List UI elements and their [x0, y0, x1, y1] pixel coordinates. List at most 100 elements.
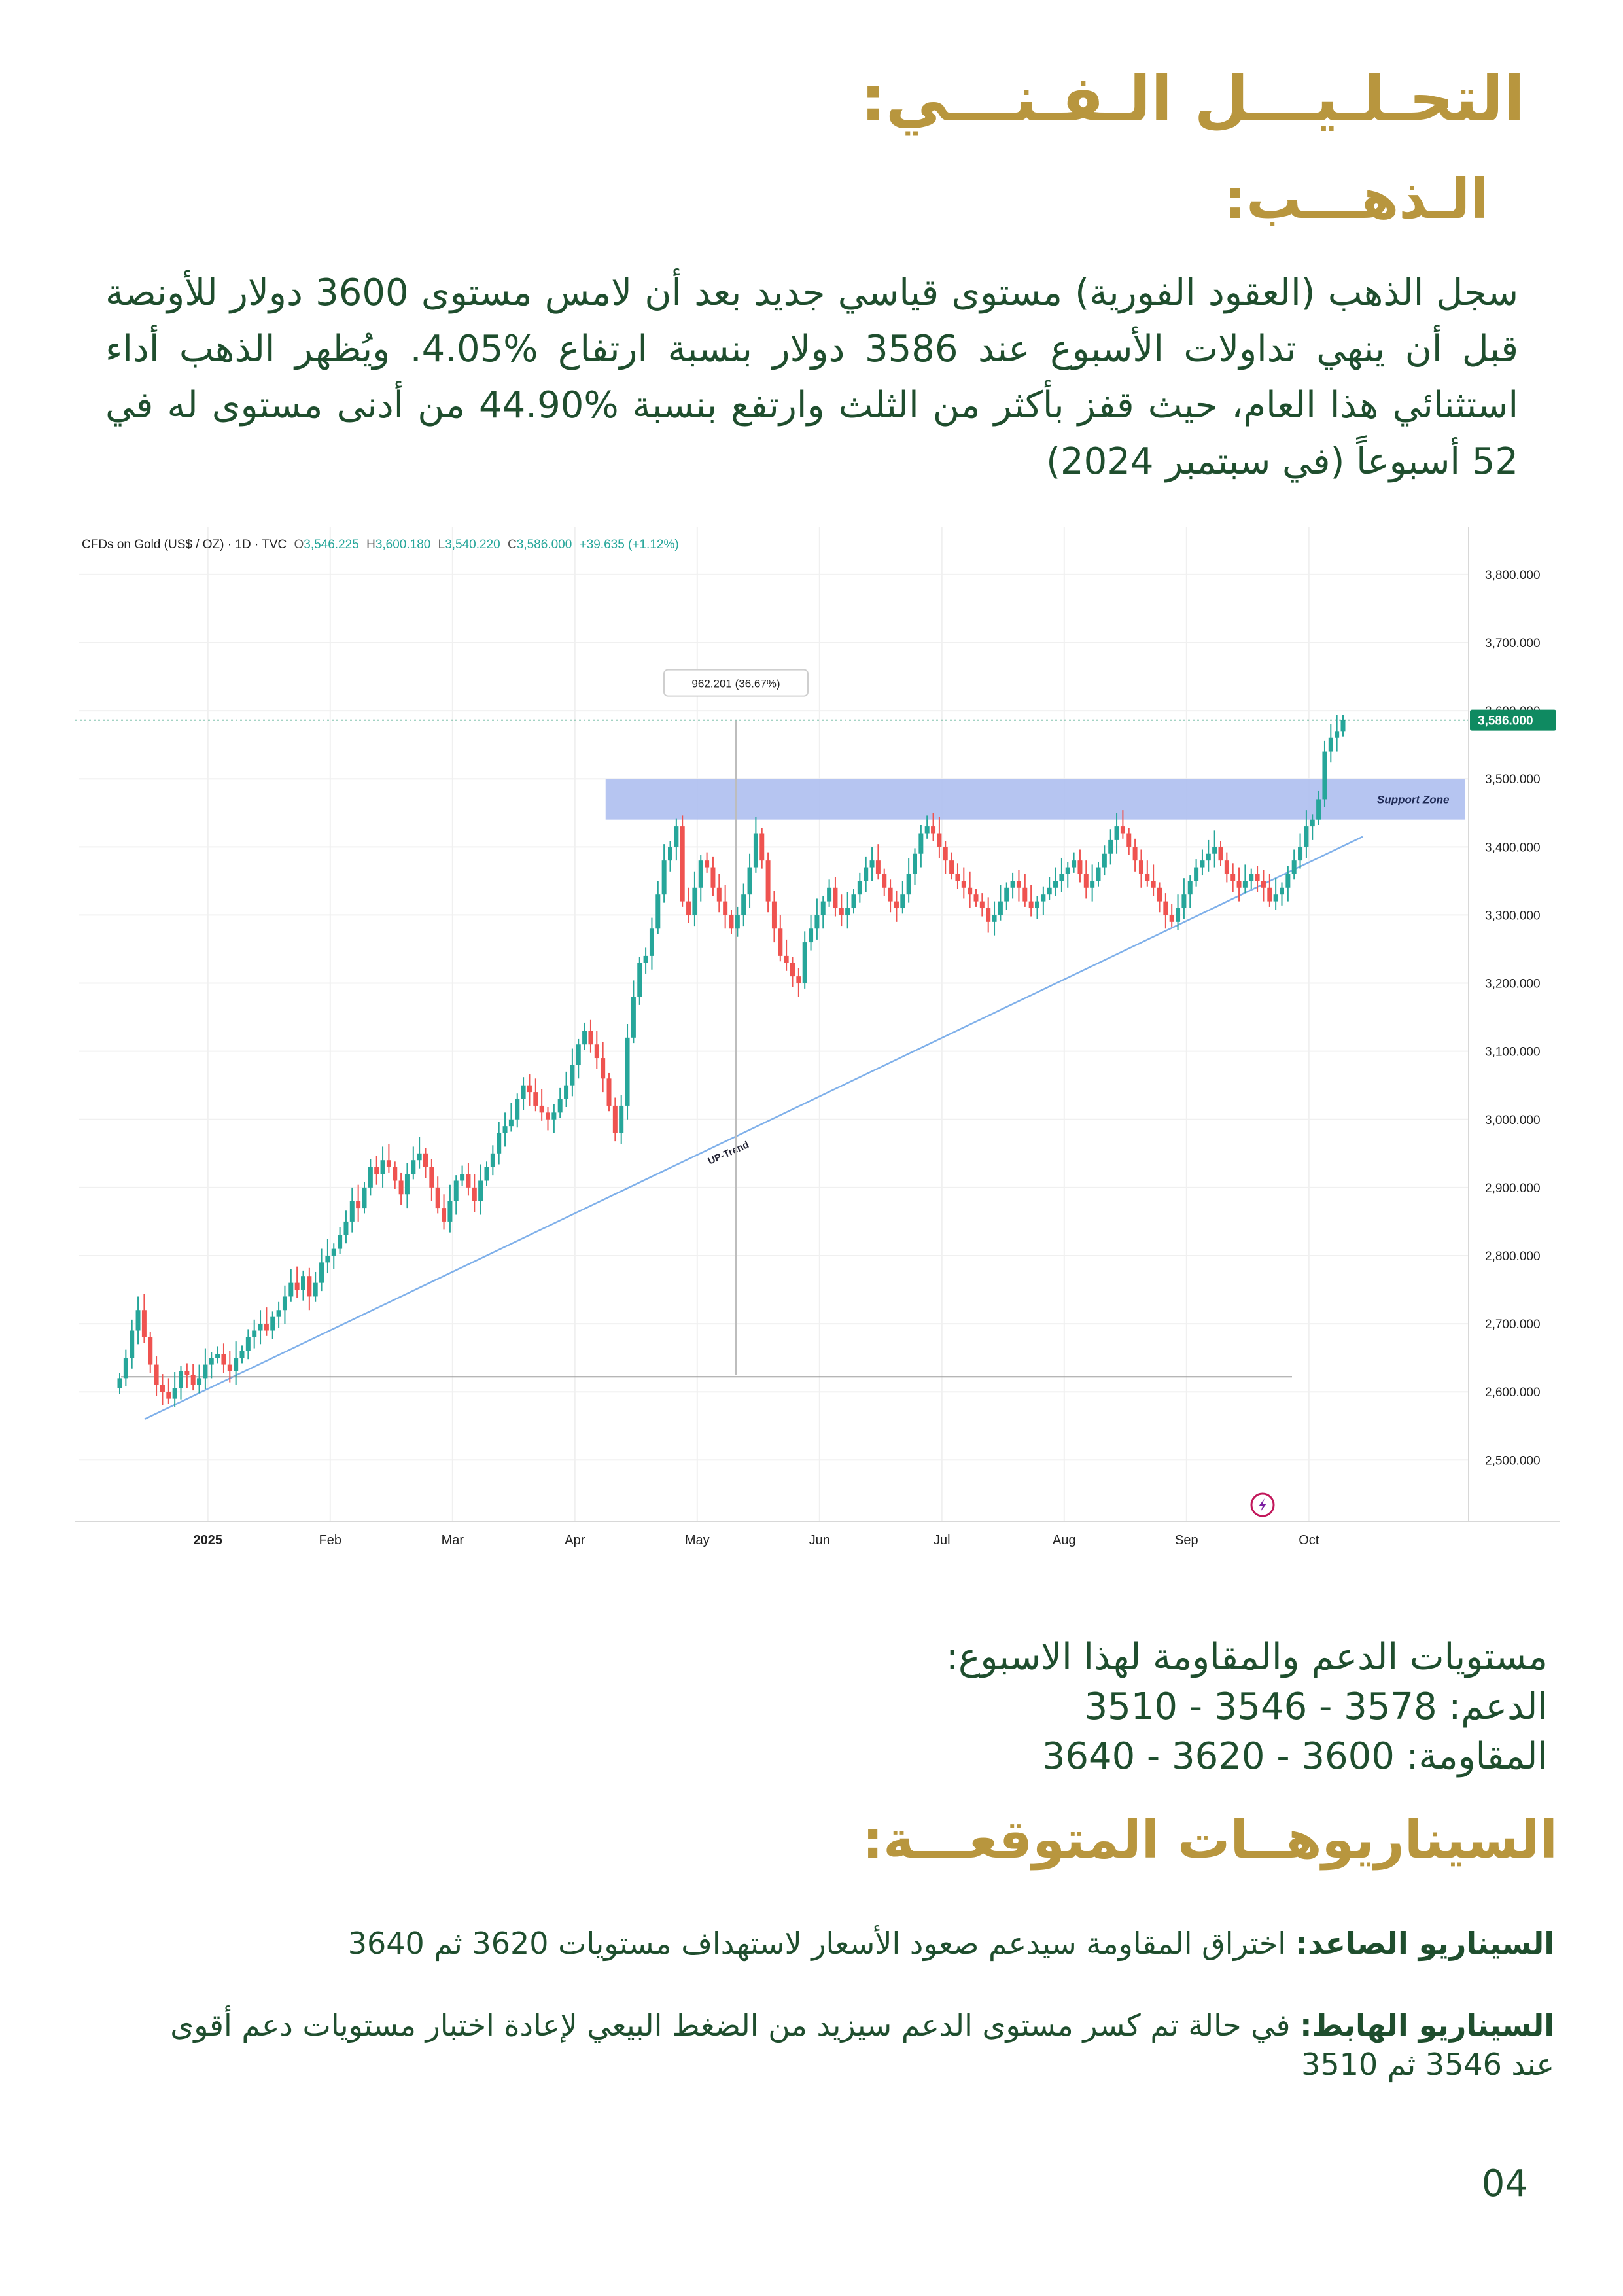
candle-body — [1077, 860, 1083, 874]
candle-body — [466, 1174, 471, 1188]
candle-body — [1224, 860, 1229, 874]
candle-body — [1163, 901, 1168, 915]
candle-body — [190, 1375, 196, 1385]
candle-body — [1072, 860, 1077, 868]
x-tick-label: Sep — [1175, 1533, 1198, 1547]
candle-body — [533, 1092, 538, 1106]
candle-body — [765, 860, 771, 902]
candle-body — [931, 826, 936, 834]
candle-body — [875, 860, 881, 874]
candle-body — [319, 1262, 324, 1283]
candle-body — [668, 847, 672, 861]
candle-body — [894, 901, 899, 909]
candle-body — [612, 1105, 618, 1133]
x-tick-label: Apr — [565, 1533, 585, 1547]
candle-body — [130, 1330, 135, 1358]
section-heading-gold: الـذهـــب: — [1224, 167, 1489, 231]
chart-svg: Support Zone UP-Trend 962.201 (36.67%) 3… — [75, 527, 1560, 1554]
candle-body — [404, 1174, 410, 1195]
candle-body — [1200, 860, 1205, 868]
candle-body — [827, 887, 832, 902]
candle-body — [698, 860, 703, 888]
candle-body — [1194, 867, 1199, 881]
candle-body — [282, 1296, 287, 1311]
intro-paragraph: سجل الذهب (العقود الفورية) مستوى قياسي ج… — [105, 272, 1519, 483]
candle-body — [166, 1392, 171, 1399]
candle-body — [710, 867, 716, 888]
candle-body — [1267, 887, 1272, 902]
candle-body — [924, 826, 930, 834]
x-tick-label: Mar — [442, 1533, 464, 1547]
y-tick-label: 3,800.000 — [1485, 569, 1541, 582]
candle-body — [1218, 847, 1223, 861]
y-tick-label: 3,100.000 — [1485, 1046, 1541, 1059]
levels-title: مستويات الدعم والمقاومة لهذا الاسبوع: — [946, 1636, 1548, 1678]
candle-body — [338, 1235, 343, 1249]
y-tick-label: 2,700.000 — [1485, 1318, 1541, 1332]
candle-body — [368, 1167, 373, 1188]
uptrend-line — [144, 836, 1363, 1420]
y-tick-label: 3,300.000 — [1485, 909, 1541, 923]
candle-body — [913, 853, 917, 874]
candle-body — [576, 1044, 581, 1065]
y-tick-label: 2,900.000 — [1485, 1182, 1541, 1195]
candle-body — [809, 928, 814, 943]
candle-body — [723, 901, 728, 915]
candle-body — [643, 955, 648, 963]
candle-body — [937, 833, 942, 847]
y-tick-label: 2,600.000 — [1485, 1386, 1541, 1400]
candle-body — [294, 1282, 300, 1290]
candle-body — [141, 1310, 147, 1337]
candle-body — [447, 1201, 453, 1222]
candle-body — [1322, 751, 1327, 800]
candle-body — [1291, 860, 1297, 874]
candle-body — [497, 1133, 502, 1154]
candle-body — [472, 1187, 477, 1201]
candle-body — [117, 1378, 122, 1388]
candle-body — [680, 826, 685, 902]
candle-body — [1230, 874, 1236, 881]
candle-body — [1304, 826, 1309, 847]
candle-body — [343, 1221, 349, 1235]
lightning-icon[interactable] — [1250, 1492, 1275, 1517]
candle-body — [209, 1358, 214, 1365]
candle-body — [270, 1316, 275, 1331]
candle-body — [239, 1351, 245, 1358]
candle-body — [227, 1364, 232, 1371]
candle-body — [301, 1276, 305, 1290]
x-tick-label: 2025 — [194, 1533, 223, 1547]
scenarios-heading: السيناريوهــات المتوقعـــة: — [862, 1809, 1558, 1870]
candle-body — [148, 1337, 153, 1365]
candle-body — [888, 887, 893, 902]
x-tick-label: Feb — [319, 1533, 341, 1547]
y-tick-label: 2,500.000 — [1485, 1454, 1541, 1468]
y-tick-label: 3,000.000 — [1485, 1114, 1541, 1127]
candle-body — [1108, 839, 1113, 854]
candle-body — [918, 833, 924, 854]
candle-body — [245, 1337, 251, 1351]
candle-body — [1176, 908, 1181, 922]
bearish-label: السيناريو الهابط: — [1300, 2007, 1554, 2043]
x-tick-label: May — [685, 1533, 710, 1547]
candle-body — [625, 1037, 630, 1106]
candle-body — [1280, 887, 1284, 895]
candle-body — [839, 908, 844, 915]
candle-body — [661, 860, 667, 895]
candle-body — [1010, 881, 1015, 888]
last-price-text: 3,586.000 — [1478, 715, 1533, 728]
candle-body — [490, 1153, 495, 1167]
candle-body — [160, 1385, 165, 1392]
candle-body — [1114, 826, 1119, 840]
candle-body — [955, 874, 960, 881]
candle-body — [796, 976, 801, 983]
measure-box — [663, 669, 809, 697]
candle-body — [778, 928, 783, 956]
candle-body — [184, 1371, 190, 1375]
candle-body — [1145, 874, 1150, 881]
candle-body — [961, 881, 966, 888]
candle-body — [1096, 867, 1101, 881]
y-tick-label: 3,700.000 — [1485, 637, 1541, 650]
candle-body — [1261, 881, 1266, 888]
candle-body — [258, 1324, 263, 1331]
candle-body — [1335, 731, 1340, 738]
